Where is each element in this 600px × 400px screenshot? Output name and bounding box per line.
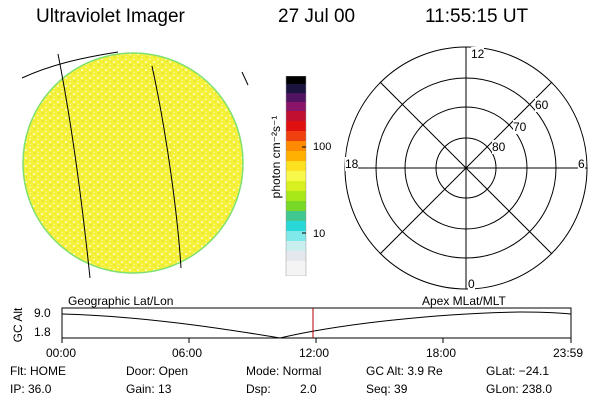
mlt-18-label: 18 <box>345 157 359 171</box>
timeline-tick-1800: 18:00 <box>426 346 457 360</box>
uv-earth-image <box>21 51 249 279</box>
timeline-tick-0600: 06:00 <box>172 346 203 360</box>
timeline-y-max: 9.0 <box>34 306 51 320</box>
dsp-label: Dsp: <box>246 382 271 396</box>
mlt-12-label: 12 <box>471 47 485 61</box>
date-label: 27 Jul 00 <box>278 6 356 27</box>
seq-status: Seq: 39 <box>366 382 408 396</box>
door-status: Door: Open <box>126 364 189 378</box>
altitude-timeline-plot <box>61 307 572 343</box>
color-scale-bar <box>285 76 307 276</box>
timeline-tick-2359: 23:59 <box>553 346 584 360</box>
timeline-y-min: 1.8 <box>34 325 51 339</box>
gc-alt-status: GC Alt: 3.9 Re <box>366 364 443 378</box>
dsp-value: 2.0 <box>300 382 317 396</box>
timeline-tick-1200: 12:00 <box>299 346 330 360</box>
scale-tick-100: 100 <box>313 141 332 153</box>
mlt-6-label: 6 <box>578 157 585 171</box>
latitude-line <box>241 71 249 86</box>
flight-status: Flt: HOME <box>10 364 66 378</box>
glat-status: GLat: −24.1 <box>486 364 550 378</box>
ip-status: IP: 36.0 <box>10 382 52 396</box>
polar-mlt-plot <box>344 46 588 290</box>
gain-status: Gain: 13 <box>126 382 172 396</box>
altitude-trace <box>61 311 572 339</box>
instrument-title: Ultraviolet Imager <box>36 6 185 27</box>
time-label: 11:55:15 UT <box>425 6 529 27</box>
mlt-0-label: 0 <box>468 277 475 291</box>
apex-coords-title: Apex MLat/MLT <box>422 294 506 308</box>
scale-tick-10: 10 <box>313 228 326 240</box>
mlat-70-label: 70 <box>513 120 527 134</box>
geo-coords-title: Geographic Lat/Lon <box>68 294 174 308</box>
mode-status: Mode: Normal <box>246 364 322 378</box>
scale-unit-label: photon cm⁻²s⁻¹ <box>269 115 283 199</box>
mlat-80-label: 80 <box>492 140 506 154</box>
mlat-60-label: 60 <box>535 98 549 112</box>
glon-status: GLon: 238.0 <box>486 382 553 396</box>
meridian-line <box>57 53 91 279</box>
latitude-line <box>21 51 119 79</box>
timeline-tick-0000: 00:00 <box>46 346 77 360</box>
meridian-line <box>151 65 182 269</box>
